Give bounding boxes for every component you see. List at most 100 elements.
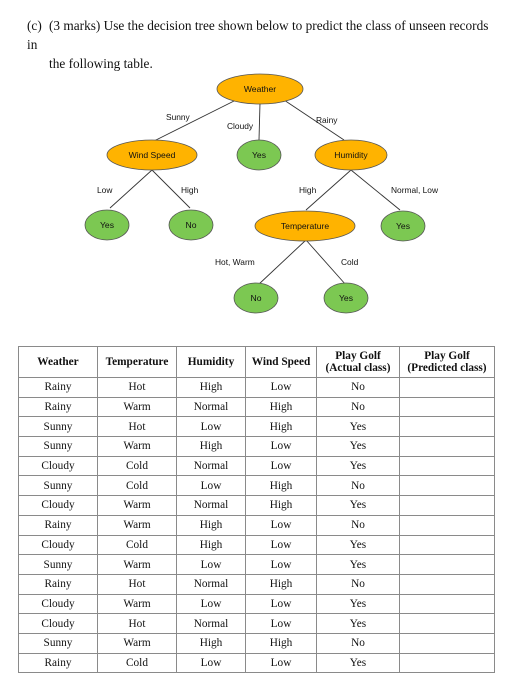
cell-humidity: High <box>176 632 246 654</box>
cell-temperature: Warm <box>97 514 177 536</box>
node-weather-label: Weather <box>244 84 276 94</box>
cell-actual-class: Yes <box>316 495 400 516</box>
leaf-cloudy-yes-label: Yes <box>252 150 266 160</box>
cell-humidity: Normal <box>176 396 246 418</box>
cell-humidity: Normal <box>176 495 246 516</box>
cell-humidity: Low <box>176 593 246 615</box>
cell-wind-speed: High <box>245 495 317 516</box>
cell-humidity: Low <box>176 416 246 438</box>
cell-actual-class: No <box>316 632 400 654</box>
cell-temperature: Hot <box>97 573 177 595</box>
cell-humidity: Normal <box>176 573 246 595</box>
header-wind-speed: Wind Speed <box>245 346 317 378</box>
cell-temperature: Warm <box>97 632 177 654</box>
edge-humidity-high <box>305 169 352 211</box>
cell-humidity: Low <box>176 475 246 497</box>
table-row: Sunny Warm High High No <box>18 632 495 654</box>
node-temperature-label: Temperature <box>281 221 329 231</box>
cell-humidity: High <box>176 514 246 536</box>
cell-weather: Sunny <box>18 436 98 457</box>
node-wind-speed <box>106 139 198 171</box>
table-row: Rainy Warm High Low No <box>18 514 495 536</box>
cell-actual-class: No <box>316 573 400 595</box>
cell-humidity: Normal <box>176 613 246 634</box>
leaf-wind-high-no-label: No <box>186 220 197 230</box>
cell-weather: Cloudy <box>18 455 98 477</box>
cell-predicted-class <box>399 554 495 575</box>
cell-predicted-class <box>399 573 495 595</box>
table-row: Sunny Cold Low High No <box>18 475 495 497</box>
leaf-wind-low-yes <box>84 209 130 241</box>
table-row: Sunny Warm High Low Yes <box>18 436 495 457</box>
tree-edges <box>109 99 401 286</box>
cell-weather: Cloudy <box>18 534 98 556</box>
question-body-line-1: (3 marks) Use the decision tree shown be… <box>27 18 489 52</box>
edge-label-cloudy: Cloudy <box>227 121 254 131</box>
cell-weather: Rainy <box>18 652 98 674</box>
cell-wind-speed: High <box>245 416 317 438</box>
records-table: Weather Temperature Humidity Wind Speed … <box>18 346 495 674</box>
cell-humidity: High <box>176 377 246 398</box>
table-row: Cloudy Warm Normal High Yes <box>18 495 495 516</box>
cell-predicted-class <box>399 534 495 556</box>
cell-predicted-class <box>399 455 495 477</box>
table-row: Sunny Warm Low Low Yes <box>18 554 495 575</box>
cell-humidity: High <box>176 436 246 457</box>
leaf-cloudy-yes <box>236 139 282 171</box>
cell-weather: Rainy <box>18 573 98 595</box>
cell-predicted-class <box>399 436 495 457</box>
edge-cold <box>305 239 347 286</box>
question-line-1: (c) (3 marks) Use the decision tree shown… <box>27 16 497 54</box>
cell-temperature: Warm <box>97 495 177 516</box>
header-temperature: Temperature <box>97 346 177 378</box>
cell-wind-speed: Low <box>245 377 317 398</box>
edge-hot-warm <box>257 239 307 286</box>
cell-weather: Cloudy <box>18 495 98 516</box>
cell-wind-speed: High <box>245 573 317 595</box>
edge-label-hot-warm: Hot, Warm <box>215 257 255 267</box>
decision-tree-svg: Weather Wind Speed Humidity Temperature … <box>84 73 439 314</box>
node-humidity <box>314 139 388 171</box>
cell-predicted-class <box>399 377 495 398</box>
cell-weather: Cloudy <box>18 593 98 615</box>
cell-actual-class: Yes <box>316 416 400 438</box>
table-row: Rainy Cold Low Low Yes <box>18 652 495 674</box>
cell-humidity: Low <box>176 554 246 575</box>
edge-rainy <box>283 99 345 141</box>
header-weather: Weather <box>18 346 98 378</box>
node-temperature <box>254 210 356 242</box>
cell-actual-class: Yes <box>316 613 400 634</box>
cell-wind-speed: Low <box>245 534 317 556</box>
cell-temperature: Warm <box>97 554 177 575</box>
node-humidity-label: Humidity <box>334 150 368 160</box>
decision-tree: Weather Wind Speed Humidity Temperature … <box>0 0 516 330</box>
leaf-temp-hot-no-label: No <box>251 293 262 303</box>
header-predicted-line-1: Play Golf <box>424 350 470 362</box>
edge-label-low: Low <box>97 185 113 195</box>
cell-actual-class: Yes <box>316 455 400 477</box>
cell-temperature: Cold <box>97 455 177 477</box>
edge-label-high: High <box>181 185 199 195</box>
cell-wind-speed: Low <box>245 613 317 634</box>
cell-temperature: Cold <box>97 534 177 556</box>
cell-weather: Cloudy <box>18 613 98 634</box>
header-actual-line-2: (Actual class) <box>325 362 391 374</box>
cell-humidity: High <box>176 534 246 556</box>
cell-temperature: Hot <box>97 377 177 398</box>
leaf-humidity-normal-yes-label: Yes <box>396 221 410 231</box>
leaf-humidity-normal-yes <box>380 210 426 242</box>
leaf-wind-low-yes-label: Yes <box>100 220 114 230</box>
cell-predicted-class <box>399 632 495 654</box>
cell-predicted-class <box>399 495 495 516</box>
table-row: Cloudy Hot Normal Low Yes <box>18 613 495 634</box>
edge-label-sunny: Sunny <box>166 112 191 122</box>
cell-actual-class: No <box>316 377 400 398</box>
cell-actual-class: Yes <box>316 436 400 457</box>
table-header-row: Weather Temperature Humidity Wind Speed … <box>18 346 495 378</box>
cell-actual-class: Yes <box>316 534 400 556</box>
header-predicted-class: Play Golf (Predicted class) <box>399 346 495 378</box>
cell-weather: Rainy <box>18 514 98 536</box>
edge-high <box>151 169 191 209</box>
cell-wind-speed: Low <box>245 514 317 536</box>
cell-temperature: Warm <box>97 436 177 457</box>
